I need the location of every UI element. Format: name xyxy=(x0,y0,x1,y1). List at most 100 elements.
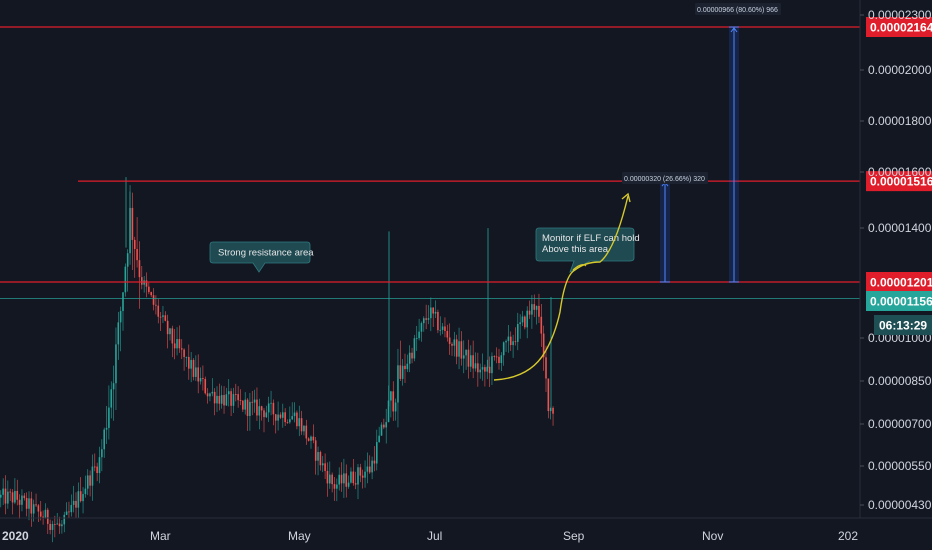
candle xyxy=(272,399,275,426)
candle xyxy=(317,446,319,476)
candle xyxy=(526,306,528,339)
candle xyxy=(190,351,192,383)
candle xyxy=(357,464,359,500)
candle xyxy=(326,462,329,497)
candle xyxy=(110,381,113,419)
price-axis[interactable]: 0.00002300 0.00002000 0.00001800 0.00001600… xyxy=(859,0,932,518)
candle xyxy=(385,408,387,444)
candle xyxy=(453,331,456,357)
horizontal-levels: 0.00002164 0.00001516 0.00001201 xyxy=(0,17,932,299)
candle xyxy=(399,340,402,381)
candle xyxy=(235,383,237,402)
candle xyxy=(267,396,270,422)
candle xyxy=(340,462,343,492)
measurement-label: 0.00000966 (80.60%) 966 xyxy=(697,7,778,14)
candle xyxy=(63,511,66,533)
measurement-bar[interactable]: 0.00000966 (80.60%) 966 xyxy=(695,3,781,283)
candlestick-series xyxy=(0,177,554,543)
candle xyxy=(246,398,249,431)
candle xyxy=(89,470,91,497)
candle xyxy=(70,494,73,517)
candle xyxy=(49,519,51,535)
candle xyxy=(84,475,87,498)
level-price-tag: 0.00001516 xyxy=(866,171,932,192)
candle xyxy=(493,355,496,361)
candle xyxy=(253,389,256,413)
candle xyxy=(310,435,312,449)
price-tick-label: 0.00000700 xyxy=(868,417,932,431)
candle xyxy=(251,390,254,416)
candle xyxy=(415,325,418,351)
candle xyxy=(491,352,493,385)
candle xyxy=(54,515,56,538)
countdown-label: 06:13:29 xyxy=(879,319,927,333)
candle xyxy=(314,436,317,475)
candle xyxy=(183,348,185,371)
candle xyxy=(112,365,115,421)
candle xyxy=(425,304,427,330)
candle xyxy=(531,295,533,329)
candle xyxy=(446,324,449,342)
price-tick-label: 0.00000850 xyxy=(868,374,932,388)
annotation-text-line2: Above this area xyxy=(542,244,609,255)
level-price-label: 0.00001201 xyxy=(870,276,932,290)
countdown-tag: 06:13:29 xyxy=(874,315,932,335)
candle xyxy=(333,476,336,501)
candle xyxy=(502,341,505,366)
candle xyxy=(528,300,531,319)
candle xyxy=(498,348,500,370)
candle xyxy=(30,491,33,527)
time-tick-label: 2020 xyxy=(2,529,29,543)
candle xyxy=(162,306,164,323)
measurement-tools: 0.00000320 (26.66%) 320 0.00000966 (80.60… xyxy=(622,3,781,283)
candle xyxy=(354,471,357,490)
candle xyxy=(199,367,202,385)
candle xyxy=(4,475,7,515)
candle xyxy=(173,329,176,360)
candle xyxy=(65,502,68,516)
measurement-bar[interactable]: 0.00000320 (26.66%) 320 xyxy=(622,172,708,283)
candle xyxy=(185,356,188,367)
candle xyxy=(303,425,305,436)
candle xyxy=(2,478,4,505)
candle xyxy=(392,381,395,421)
annotation-strong-resistance[interactable]: Strong resistance area xyxy=(209,241,314,273)
candle xyxy=(75,492,77,518)
candle xyxy=(101,439,103,472)
candle xyxy=(347,475,350,489)
candle xyxy=(152,288,155,311)
candle xyxy=(397,348,399,428)
time-tick-label: May xyxy=(288,529,311,543)
candle xyxy=(145,272,148,298)
candle xyxy=(136,217,138,268)
candle xyxy=(366,452,369,484)
candle xyxy=(394,398,397,421)
candle xyxy=(192,358,195,381)
candle xyxy=(96,462,98,482)
time-axis[interactable]: 2020 Mar May Jul Sep Nov 202 xyxy=(0,517,932,543)
candle xyxy=(39,500,42,521)
level-price-tag: 0.00001201 xyxy=(866,272,932,292)
candle xyxy=(51,520,54,543)
candle xyxy=(540,304,543,347)
candle xyxy=(535,305,538,325)
candle xyxy=(401,359,404,386)
candle xyxy=(260,405,263,421)
candle xyxy=(98,446,101,484)
candle xyxy=(420,321,423,342)
candle xyxy=(82,487,84,514)
candle xyxy=(86,469,89,496)
candle xyxy=(455,334,458,365)
candle xyxy=(500,352,503,372)
candle xyxy=(451,342,453,356)
candle xyxy=(225,387,228,407)
candle xyxy=(169,327,171,341)
candle xyxy=(119,306,122,352)
candle xyxy=(519,314,521,339)
candle xyxy=(150,291,152,298)
annotation-monitor-elf[interactable]: Monitor if ELF can hold Above this area xyxy=(535,227,640,273)
time-tick-label: Mar xyxy=(150,529,171,543)
candle xyxy=(514,327,517,346)
time-tick-label: Sep xyxy=(563,529,585,543)
